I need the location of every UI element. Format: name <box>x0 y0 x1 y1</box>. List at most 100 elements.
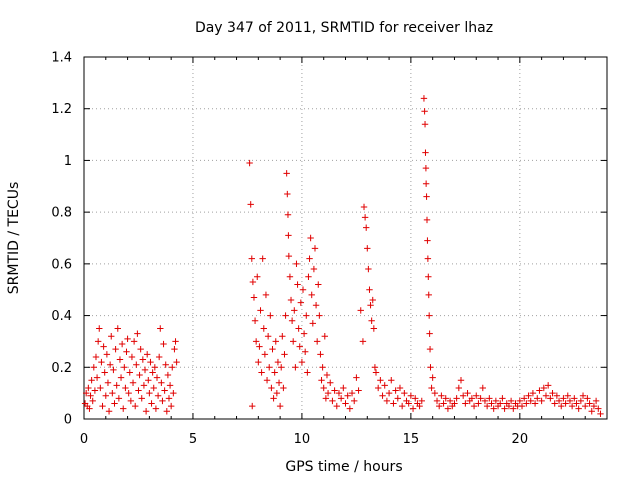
data-point <box>247 201 254 208</box>
data-point <box>106 361 114 368</box>
data-point <box>464 389 471 397</box>
data-point <box>424 255 432 262</box>
data-point <box>116 356 124 363</box>
data-point <box>582 402 589 410</box>
data-point <box>159 397 166 405</box>
axes-frame <box>83 56 608 420</box>
data-point <box>392 387 399 394</box>
data-point <box>370 325 378 332</box>
data-point <box>148 400 155 407</box>
data-point <box>542 392 550 399</box>
data-point <box>372 369 380 376</box>
data-point <box>304 369 311 376</box>
data-point <box>321 333 328 340</box>
data-point <box>164 371 172 379</box>
data-point <box>428 384 435 392</box>
data-point <box>267 312 274 319</box>
y-tick-label: 0.2 <box>51 361 72 376</box>
data-point <box>146 389 153 397</box>
data-point <box>87 392 94 399</box>
data-point <box>401 389 408 397</box>
data-point <box>422 149 429 156</box>
data-point <box>568 402 576 410</box>
data-point <box>130 338 138 345</box>
data-point <box>584 395 591 402</box>
data-point <box>94 338 102 345</box>
data-point <box>553 392 561 399</box>
data-point <box>427 364 434 371</box>
data-point <box>331 387 338 394</box>
data-point <box>590 402 598 410</box>
data-point <box>360 203 368 211</box>
data-point <box>268 384 275 392</box>
data-point <box>141 366 149 374</box>
data-point <box>473 392 480 399</box>
data-point <box>588 408 595 415</box>
data-point <box>536 387 543 394</box>
data-point <box>266 364 273 371</box>
data-point <box>444 405 452 412</box>
data-point <box>152 405 160 412</box>
data-point <box>163 408 171 415</box>
data-point <box>114 325 121 332</box>
data-point <box>359 338 367 345</box>
data-point <box>101 369 108 376</box>
data-point <box>292 364 299 371</box>
data-point <box>134 330 141 337</box>
data-point <box>124 335 131 343</box>
data-point <box>143 351 151 358</box>
data-point <box>109 389 116 397</box>
data-point <box>549 389 556 397</box>
data-point <box>560 395 567 402</box>
data-point <box>288 317 296 324</box>
data-point <box>169 364 176 371</box>
data-point <box>388 377 395 384</box>
data-point <box>396 384 404 392</box>
data-point <box>534 395 541 402</box>
data-point <box>96 325 103 332</box>
data-point <box>88 377 95 384</box>
data-point <box>423 216 431 224</box>
data-point <box>501 405 508 412</box>
data-point <box>369 296 376 304</box>
data-point <box>165 395 173 402</box>
data-point <box>422 164 430 172</box>
data-point <box>505 402 513 410</box>
data-point <box>170 389 177 397</box>
data-point <box>273 389 281 397</box>
data-point <box>89 397 96 405</box>
data-point <box>149 369 156 376</box>
data-point <box>142 408 150 415</box>
data-point <box>120 405 127 412</box>
data-point <box>309 320 317 327</box>
data-point <box>329 397 336 405</box>
data-series <box>81 95 604 418</box>
data-point <box>379 392 386 399</box>
data-point <box>249 402 256 410</box>
data-point <box>297 299 305 306</box>
data-point <box>344 392 351 399</box>
data-point <box>93 374 101 381</box>
data-point <box>135 387 142 394</box>
data-point <box>422 180 430 187</box>
data-point <box>407 392 415 399</box>
data-point <box>431 389 439 397</box>
data-point <box>346 405 354 412</box>
data-point <box>412 395 419 402</box>
data-point <box>294 281 301 288</box>
data-point <box>429 374 436 381</box>
data-point <box>125 389 132 397</box>
plot-frame <box>83 56 608 420</box>
data-point <box>423 193 430 200</box>
data-point <box>592 397 600 405</box>
data-point <box>161 387 168 394</box>
data-point <box>154 392 162 399</box>
data-point <box>111 400 118 407</box>
data-point <box>425 273 432 280</box>
data-point <box>278 364 285 371</box>
data-point <box>270 395 277 402</box>
data-point <box>139 356 147 363</box>
data-point <box>136 371 143 379</box>
data-point <box>157 325 164 332</box>
